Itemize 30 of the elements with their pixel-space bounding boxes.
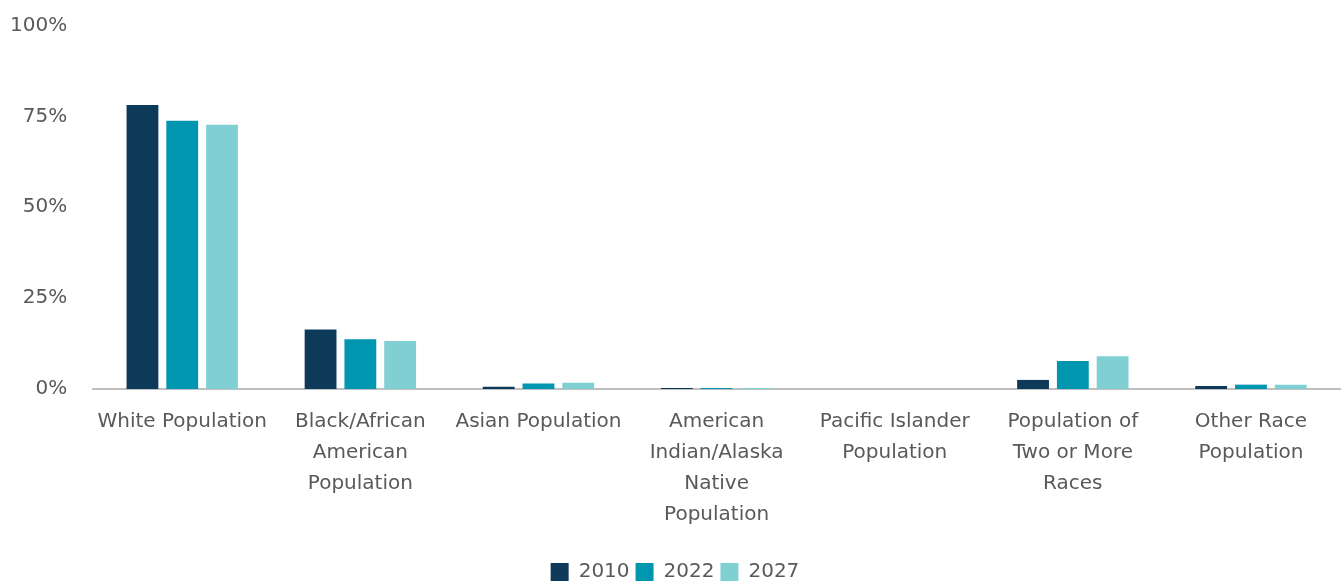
bar <box>1017 379 1049 389</box>
bar <box>384 341 417 389</box>
bar <box>166 120 199 389</box>
x-tick-label: Population of Two or More Races <box>1007 407 1140 494</box>
bar <box>1195 386 1228 389</box>
y-tick-label: 50% <box>22 193 68 218</box>
legend-label: 2022 <box>663 558 715 582</box>
bar <box>562 382 595 389</box>
legend-label: 2010 <box>578 558 630 582</box>
bar <box>206 124 238 389</box>
bar <box>126 105 159 389</box>
bar <box>304 329 337 389</box>
x-tick-label: White Population <box>97 407 268 432</box>
x-tick-label: Asian Population <box>455 407 622 432</box>
x-tick-label: Other Race Population <box>1194 407 1308 463</box>
bar <box>522 383 555 389</box>
bar <box>1056 361 1089 389</box>
bar <box>1274 384 1307 389</box>
y-tick-label: 75% <box>22 102 68 127</box>
bar <box>1096 356 1129 389</box>
bar <box>482 386 515 389</box>
x-tick-label: Pacific Islander Population <box>819 407 971 463</box>
bar <box>1235 384 1267 389</box>
y-tick-label: 100% <box>9 11 68 36</box>
x-tick-label: American Indian/Alaska Native Population <box>649 407 784 525</box>
x-tick-label: Black/African American Population <box>295 407 426 494</box>
y-tick-label: 0% <box>35 375 68 400</box>
y-tick-label: 25% <box>22 284 68 309</box>
legend-label: 2027 <box>748 558 800 582</box>
bar <box>344 339 377 389</box>
